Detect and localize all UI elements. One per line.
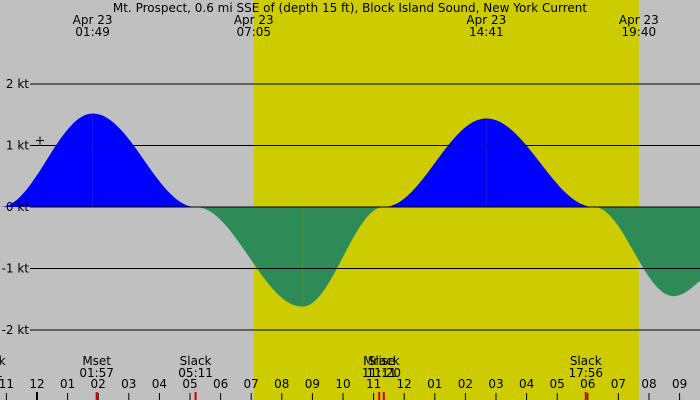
grid-layer: 2 kt 1 kt 0 kt -1 kt -2 kt (2, 77, 700, 337)
bottom-event-label: ck (0, 354, 6, 368)
current-area-layer (0, 113, 700, 307)
ebb-area (593, 207, 674, 297)
event-mark (95, 392, 98, 400)
bottom-event-time: 1 (0, 366, 3, 380)
flood-area (0, 113, 93, 207)
bottom-events-layer: ck1Mset01:57Slack05:11Mrise11:11Slack11:… (0, 354, 603, 380)
event-mark (382, 392, 385, 400)
top-event-date: Apr 23 (234, 13, 274, 27)
top-event-time: 14:41 (469, 25, 504, 39)
x-tick-label: 07 (244, 377, 259, 391)
x-tick-label: 08 (274, 377, 289, 391)
bottom-event-label: Mrise (363, 354, 395, 368)
x-tick-label: 12 (397, 377, 412, 391)
bottom-event-time: 01:57 (79, 366, 114, 380)
chart-title: Mt. Prospect, 0.6 mi SSE of (depth 15 ft… (113, 1, 588, 15)
x-tick-label: 11 (366, 377, 381, 391)
x-tick-label: 05 (182, 377, 197, 391)
x-tick-label: 01 (427, 377, 442, 391)
bottom-event-label: Slack (180, 354, 212, 368)
bottom-event-label: Slack (570, 354, 602, 368)
ebb-area (673, 207, 700, 297)
flood-area (383, 118, 487, 207)
top-event-date: Apr 23 (466, 13, 506, 27)
top-event-time: 01:49 (75, 25, 110, 39)
x-tick-label: 04 (152, 377, 167, 391)
x-tick-label: 09 (305, 377, 320, 391)
x-tick-label: 12 (29, 377, 44, 391)
x-tick-label: 03 (121, 377, 136, 391)
top-event-time: 19:40 (622, 25, 657, 39)
y-tick-label: -2 kt (2, 323, 30, 337)
x-tick-label: 09 (672, 377, 687, 391)
event-mark (584, 392, 587, 400)
y-tick-label: 0 kt (6, 200, 29, 214)
axis-layer: 11 12 01 02 03 04 05 06 07 08 09 10 11 12 01 02 03 04 05 06… (0, 377, 687, 400)
x-tick-label: 08 (641, 377, 656, 391)
bottom-event-time: 17:56 (568, 366, 603, 380)
ebb-area (302, 207, 384, 307)
event-mark (36, 392, 38, 400)
x-tick-label: 10 (335, 377, 350, 391)
bottom-event-label: Slack (368, 354, 400, 368)
flood-area (486, 118, 594, 207)
y-tick-label: 2 kt (6, 77, 29, 91)
bottom-event-time: 11:11 (362, 366, 397, 380)
y-tick-label: 1 kt (6, 139, 29, 153)
x-tick-label: 04 (519, 377, 534, 391)
top-event-time: 07:05 (236, 25, 271, 39)
top-event-date: Apr 23 (619, 13, 659, 27)
x-tick-label: 02 (458, 377, 473, 391)
x-tick-label: 11 (0, 377, 14, 391)
ebb-area (195, 207, 303, 307)
event-mark (194, 392, 197, 400)
flood-area (92, 113, 196, 207)
bottom-event-time: 11:20 (366, 366, 401, 380)
event-mark (378, 392, 381, 400)
bottom-event-time: 05:11 (178, 366, 213, 380)
bottom-event-label: Mset (82, 354, 111, 368)
top-event-date: Apr 23 (73, 13, 113, 27)
x-tick-label: 01 (60, 377, 75, 391)
x-tick-label: 03 (488, 377, 503, 391)
x-tick-label: 07 (611, 377, 626, 391)
x-tick-label: 06 (213, 377, 228, 391)
x-tick-label: 06 (580, 377, 595, 391)
x-tick-label: 05 (550, 377, 565, 391)
x-tick-label: 02 (91, 377, 106, 391)
y-tick-label: -1 kt (2, 262, 30, 276)
